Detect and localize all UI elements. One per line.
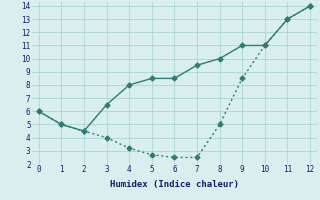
X-axis label: Humidex (Indice chaleur): Humidex (Indice chaleur) xyxy=(110,180,239,189)
